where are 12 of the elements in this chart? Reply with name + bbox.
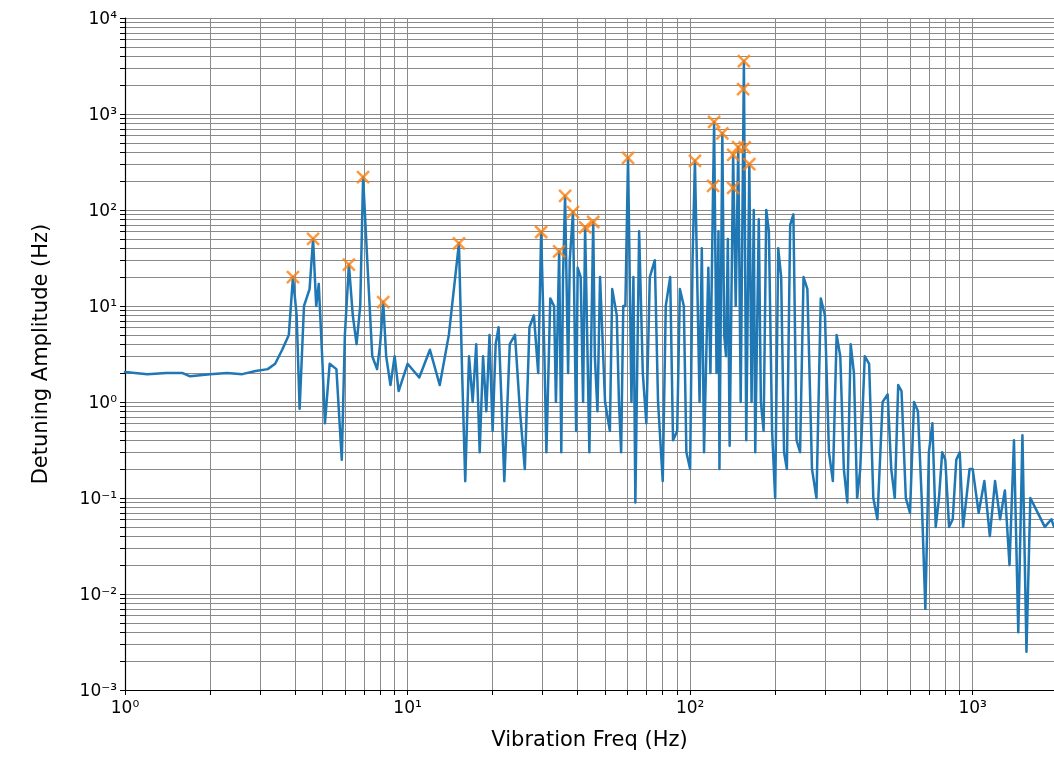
x-tick-label: 10³ — [958, 696, 987, 717]
y-tick-label: 10⁴ — [88, 8, 118, 28]
y-tick-label: 10³ — [88, 104, 117, 124]
x-tick-label: 10¹ — [393, 696, 422, 717]
x-tick-label: 10² — [675, 696, 705, 717]
y-tick-label: 10² — [88, 200, 117, 220]
y-axis-title: Detuning Amplitude (Hz) — [27, 223, 52, 485]
y-tick-label: 10⁻² — [79, 584, 117, 604]
y-tick-label: 10⁻¹ — [79, 488, 117, 508]
y-tick-label: 10¹ — [88, 296, 117, 316]
y-tick-label: 10⁰ — [88, 392, 118, 412]
x-axis-title: Vibration Freq (Hz) — [491, 726, 688, 751]
